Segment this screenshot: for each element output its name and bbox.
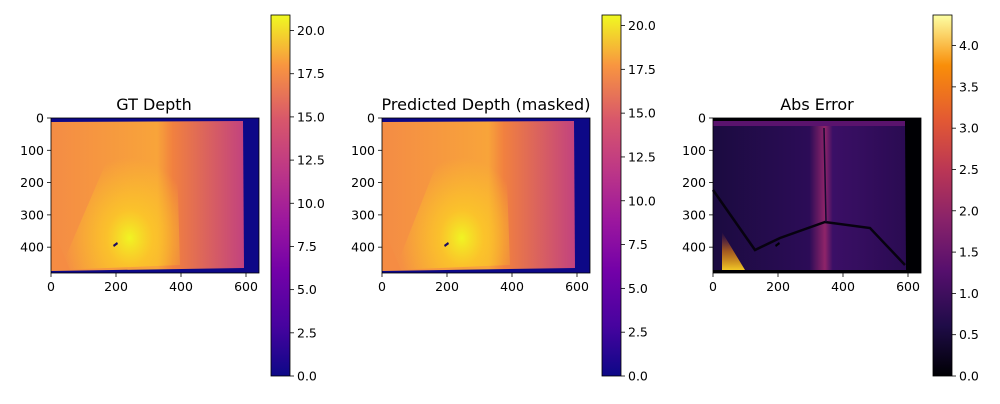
colorbar-tick-label: 0.0: [297, 369, 317, 384]
high-error-corner: [722, 232, 745, 270]
x-tick-label: 600: [234, 279, 258, 294]
y-tick-label: 300: [20, 207, 44, 222]
colorbar-tick-label: 17.5: [628, 62, 656, 77]
colorbar: 0.0 0.5 1.0 1.5 2.0 2.5 3.0 3.5 4.0: [932, 14, 979, 384]
x-tick-label: 400: [169, 279, 193, 294]
colorbar-tick-label: 12.5: [628, 149, 656, 164]
chart-title: Abs Error: [780, 95, 854, 114]
floor-wedge: [382, 225, 401, 270]
small-marker: [113, 242, 118, 247]
x-tick-label: 600: [565, 279, 589, 294]
heatmap-image: [711, 118, 921, 273]
colorbar-ticks: 0.0 0.5 1.0 1.5 2.0 2.5 3.0 3.5 4.0: [952, 38, 979, 384]
y-tick-label: 300: [682, 207, 706, 222]
colorbar-tick-label: 2.5: [628, 325, 648, 340]
y-tick-label: 400: [351, 240, 375, 255]
x-tick-label: 400: [500, 279, 524, 294]
colorbar-tick-label: 1.0: [959, 286, 979, 301]
colorbar-tick-label: 5.0: [628, 281, 648, 296]
x-tick-label: 0: [378, 279, 386, 294]
colorbar-tick-label: 7.5: [297, 239, 317, 254]
small-marker: [444, 242, 449, 247]
x-tick-label: 0: [709, 279, 717, 294]
colorbar-tick-label: 3.0: [959, 121, 979, 136]
colorbar-tick-label: 0.5: [959, 327, 979, 342]
colorbar-gradient: [270, 14, 291, 377]
y-tick-label: 100: [351, 143, 375, 158]
colorbar-tick-label: 10.0: [297, 196, 325, 211]
colorbar-tick-label: 7.5: [628, 237, 648, 252]
colorbar-tick-label: 15.0: [297, 109, 325, 124]
colorbar-tick-label: 2.0: [959, 203, 979, 218]
colorbar-tick-label: 5.0: [297, 282, 317, 297]
heatmap-image: [382, 118, 590, 273]
y-tick-label: 200: [682, 175, 706, 190]
x-tick-label: 200: [766, 279, 790, 294]
depth-bright-region: [60, 124, 180, 270]
heatmap-image: [51, 118, 259, 273]
axes-frame: [50, 117, 260, 274]
colorbar-tick-label: 12.5: [297, 153, 325, 168]
y-tick-label: 0: [698, 111, 706, 126]
y-tick-label: 0: [367, 111, 375, 126]
y-tick-label: 0: [36, 111, 44, 126]
axis-ticks: 0 200 400 600 0 100 200 300 400: [682, 111, 920, 295]
colorbar-tick-label: 15.0: [628, 106, 656, 121]
x-tick-label: 400: [831, 279, 855, 294]
y-tick-label: 400: [682, 240, 706, 255]
y-tick-label: 200: [351, 175, 375, 190]
top-band: [713, 121, 905, 126]
colorbar-tick-label: 20.0: [628, 18, 656, 33]
error-region: [713, 124, 906, 270]
colorbar-gradient: [601, 14, 622, 377]
x-tick-label: 200: [435, 279, 459, 294]
colorbar-tick-label: 10.0: [628, 193, 656, 208]
colorbar-tick-label: 2.5: [959, 162, 979, 177]
y-tick-label: 200: [20, 175, 44, 190]
y-tick-label: 300: [351, 207, 375, 222]
colorbar: 0.0 2.5 5.0 7.5 10.0 12.5 15.0 17.5 20.0: [270, 14, 325, 384]
axes-frame: [381, 117, 591, 274]
colorbar-tick-label: 2.5: [297, 325, 317, 340]
colorbar-ticks: 0.0 2.5 5.0 7.5 10.0 12.5 15.0 17.5 20.0: [290, 23, 325, 384]
colorbar-tick-label: 4.0: [959, 38, 979, 53]
axis-ticks: 0 200 400 600 0 100 200 300 400: [351, 111, 589, 295]
depth-bright-region: [395, 124, 510, 270]
panel-abs-error: Abs Error 0 200 400 600 0 100 200 300 400 0.0 0.5…: [682, 14, 979, 384]
colorbar-tick-label: 0.0: [628, 369, 648, 384]
colorbar-tick-label: 3.5: [959, 79, 979, 94]
y-tick-label: 100: [20, 143, 44, 158]
x-tick-label: 200: [104, 279, 128, 294]
colorbar-gradient: [932, 14, 953, 377]
x-tick-label: 600: [896, 279, 920, 294]
colorbar-ticks: 0.0 2.5 5.0 7.5 10.0 12.5 15.0 17.5 20.0: [621, 18, 656, 384]
panel-gt-depth: GT Depth 0 200 400 600 0 100 200 300 400 0.0 2.5 5…: [20, 14, 325, 384]
colorbar-tick-label: 17.5: [297, 66, 325, 81]
chart-title: GT Depth: [116, 95, 191, 114]
colorbar-tick-label: 0.0: [959, 369, 979, 384]
wall-edge-line: [823, 127, 827, 223]
small-marker: [775, 242, 780, 247]
y-tick-label: 400: [20, 240, 44, 255]
floor-edge-line: [711, 189, 906, 266]
panel-predicted-depth: Predicted Depth (masked) 0 200 400 600 0 100 2…: [351, 14, 656, 384]
x-tick-label: 0: [47, 279, 55, 294]
colorbar-tick-label: 20.0: [297, 23, 325, 38]
axes-frame: [712, 117, 922, 274]
colorbar: 0.0 2.5 5.0 7.5 10.0 12.5 15.0 17.5 20.0: [601, 14, 656, 384]
y-tick-label: 100: [682, 143, 706, 158]
colorbar-tick-label: 1.5: [959, 245, 979, 260]
axis-ticks: 0 200 400 600 0 100 200 300 400: [20, 111, 258, 295]
chart-title: Predicted Depth (masked): [382, 95, 591, 114]
floor-wedge: [51, 225, 70, 270]
